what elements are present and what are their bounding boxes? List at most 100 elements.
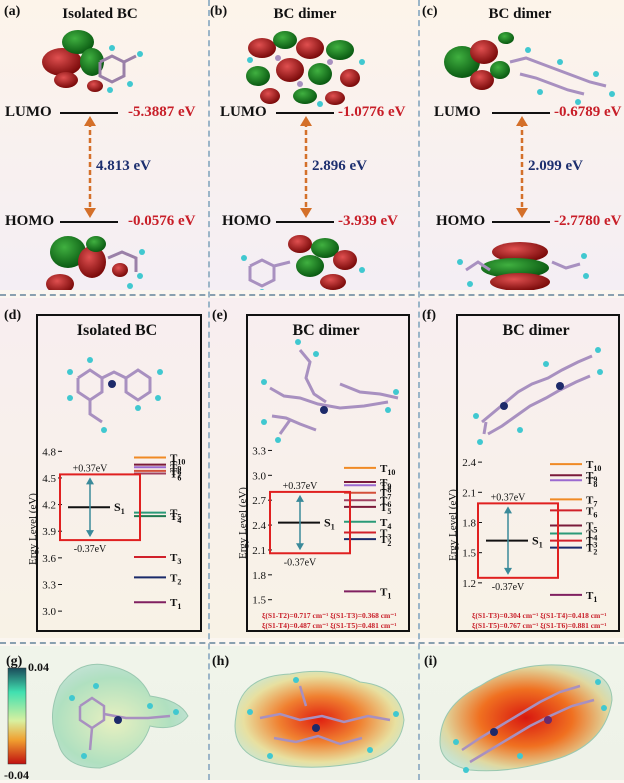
triplet-level-label: T3 xyxy=(380,528,391,542)
y-axis-label: Ergy Level (eV) xyxy=(27,493,39,565)
minus-range-label: -0.37eV xyxy=(492,582,525,593)
s1-arrow-head-down xyxy=(296,543,304,551)
homo-lumo-svg xyxy=(42,30,615,295)
molecule-d xyxy=(67,357,163,433)
triplet-level-label: T5 xyxy=(170,508,181,522)
panel-a xyxy=(42,30,145,294)
plus-range-label: +0.37eV xyxy=(491,492,527,503)
panel-label-e: (e) xyxy=(212,308,228,323)
lumo-value-b: -1.0776 eV xyxy=(338,104,406,120)
triplet-level-label: T9 xyxy=(586,470,597,484)
triplet-level-label: T8 xyxy=(586,475,597,489)
esp-color-scale xyxy=(7,667,27,765)
esp-map-g xyxy=(52,663,189,769)
panel-title-b: BC dimer xyxy=(273,6,337,22)
soc-value-text: ξ(S1-T4)=0.487 cm⁻¹ ξ(S1-T5)=0.481 cm⁻¹ xyxy=(262,621,397,630)
s1-window-box xyxy=(269,490,351,555)
triplet-level-label: T9 xyxy=(170,460,181,474)
row-separator-1 xyxy=(0,294,624,296)
triplet-level-label: T8 xyxy=(380,480,391,494)
y-tick-label: 4.2 xyxy=(42,500,56,512)
lumo-orbital-a xyxy=(42,30,143,93)
y-tick-label: 1.8 xyxy=(252,570,266,582)
gap-value-c: 2.099 eV xyxy=(528,158,583,174)
panel-title-c: BC dimer xyxy=(488,6,552,22)
panel-f-frame xyxy=(456,314,620,632)
s1-arrow-head-up xyxy=(296,494,304,502)
panel-label-f: (f) xyxy=(422,308,436,323)
panel-label-c: (c) xyxy=(422,4,438,19)
y-tick-label: 2.1 xyxy=(252,545,266,557)
esp-map-i xyxy=(439,664,613,773)
y-axis-label: Ergy Level (eV) xyxy=(237,487,249,559)
lumo-value-a: -5.3887 eV xyxy=(128,104,196,120)
lumo-label-b: LUMO xyxy=(220,104,267,120)
triplet-level-label: T2 xyxy=(586,543,597,557)
homo-value-c: -2.7780 eV xyxy=(554,213,622,229)
triplet-level-label: T5 xyxy=(586,521,597,535)
panel-title-d: Isolated BC xyxy=(76,322,158,339)
lumo-value-c: -0.6789 eV xyxy=(554,104,622,120)
y-tick-label: 4.8 xyxy=(42,446,56,458)
homo-label-c: HOMO xyxy=(436,213,486,229)
lumo-orbital-c xyxy=(444,32,615,105)
s1-arrow-head-down xyxy=(86,530,94,538)
homo-label-a: HOMO xyxy=(5,213,55,229)
molecule-e xyxy=(261,339,399,443)
minus-range-label: -0.37eV xyxy=(74,544,107,555)
triplet-level-label: T4 xyxy=(380,517,391,531)
esp-scale-max: 0.04 xyxy=(28,660,49,674)
energy-diagrams: Ergy Level (eV)4.84.54.23.93.63.33.0T10T… xyxy=(27,445,607,630)
triplet-level-label: T8 xyxy=(170,462,181,476)
triplet-level-label: T7 xyxy=(586,494,597,508)
y-tick-label: 3.3 xyxy=(42,579,56,591)
lumo-label-a: LUMO xyxy=(5,104,52,120)
s1-label: S1 xyxy=(114,500,125,516)
row-separator-2 xyxy=(0,642,624,644)
s1-label: S1 xyxy=(532,534,543,550)
triplet-level-label: T9 xyxy=(380,477,391,491)
minus-range-label: -0.37eV xyxy=(284,557,317,568)
s1-arrow-head-up xyxy=(504,506,512,514)
column-separator-2 xyxy=(418,0,420,780)
y-tick-label: 2.4 xyxy=(462,457,476,469)
triplet-level-label: T2 xyxy=(170,572,181,586)
y-tick-label: 3.0 xyxy=(42,606,56,618)
panel-label-a: (a) xyxy=(4,4,21,19)
panel-b xyxy=(241,31,365,295)
y-tick-label: 2.7 xyxy=(252,495,266,507)
y-tick-label: 4.5 xyxy=(42,473,56,485)
plus-range-label: +0.37eV xyxy=(73,463,109,474)
triplet-level-label: T4 xyxy=(586,529,597,543)
y-tick-label: 1.8 xyxy=(462,517,476,529)
gap-value-a: 4.813 eV xyxy=(96,158,151,174)
s1-arrow-head-down xyxy=(504,567,512,575)
triplet-level-label: T2 xyxy=(380,534,391,548)
esp-maps xyxy=(7,663,613,773)
triplet-level-label: T1 xyxy=(170,597,181,611)
soc-value-text: ξ(S1-T3)=0.304 cm⁻¹ ξ(S1-T4)=0.418 cm⁻¹ xyxy=(472,611,607,620)
s1-window-box xyxy=(59,473,141,542)
y-tick-label: 2.1 xyxy=(462,487,476,499)
triplet-level-label: T7 xyxy=(380,488,391,502)
panel-c xyxy=(444,32,615,291)
gap-value-b: 2.896 eV xyxy=(312,158,367,174)
homo-orbital-a xyxy=(46,236,145,294)
homo-lumo-row: (a) Isolated BC LUMO -5.3887 eV 4.813 eV… xyxy=(0,0,624,295)
panel-label-d: (d) xyxy=(4,308,22,323)
s1-window-box xyxy=(477,502,559,579)
lumo-label-c: LUMO xyxy=(434,104,481,120)
panel-label-i: (i) xyxy=(424,654,438,669)
y-tick-label: 3.9 xyxy=(42,526,56,538)
y-tick-label: 3.3 xyxy=(252,445,266,457)
y-tick-label: 1.2 xyxy=(462,578,476,590)
homo-value-b: -3.939 eV xyxy=(338,213,398,229)
homo-value-a: -0.0576 eV xyxy=(128,213,196,229)
triplet-level-label: T1 xyxy=(586,590,597,604)
y-tick-label: 1.5 xyxy=(462,548,476,560)
soc-value-text: ξ(S1-T2)=0.717 cm⁻¹ ξ(S1-T3)=0.368 cm⁻¹ xyxy=(262,611,397,620)
homo-label-b: HOMO xyxy=(222,213,272,229)
y-tick-label: 2.4 xyxy=(252,520,266,532)
triplet-level-label: T3 xyxy=(586,536,597,550)
panel-title-f: BC dimer xyxy=(502,322,570,339)
